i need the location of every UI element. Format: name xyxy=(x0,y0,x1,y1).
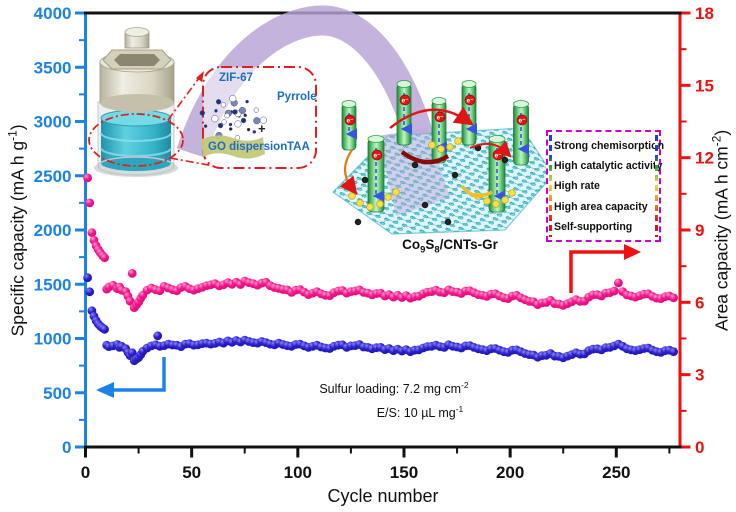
left-tick-label: 500 xyxy=(43,384,71,403)
svg-text:e⁻: e⁻ xyxy=(436,115,444,122)
taa-label: TAA xyxy=(287,141,310,153)
left-tick-label: 3000 xyxy=(34,113,72,132)
svg-text:e⁻: e⁻ xyxy=(401,98,409,105)
data-point-pink xyxy=(85,198,95,208)
left-tick-label: 2500 xyxy=(34,167,72,186)
property-item: Strong chemisorption xyxy=(554,140,665,152)
data-point-pink xyxy=(127,269,137,278)
left-tick-label: 2000 xyxy=(34,221,72,240)
data-point-pink xyxy=(100,253,109,263)
pyrrole-label: Pyrrole xyxy=(277,91,317,103)
precursor-box xyxy=(199,66,317,169)
structure-formula-label: Co9S8/CNTs-Gr xyxy=(402,237,498,256)
electrolyte-vial-illustration xyxy=(88,27,215,177)
svg-text:e⁻: e⁻ xyxy=(346,118,354,125)
right-tick-label: 9 xyxy=(695,221,704,240)
data-point-blue xyxy=(85,287,95,297)
data-point-pink xyxy=(87,228,97,238)
right-axis-title: Area capacity (mA h cm-2) xyxy=(709,129,732,332)
go-ribbon-graphic xyxy=(201,135,265,159)
svg-text:e⁻: e⁻ xyxy=(373,153,381,160)
left-axis-arrow xyxy=(96,357,166,398)
x-tick-label: 150 xyxy=(390,463,418,482)
left-tick-label: 1000 xyxy=(34,330,72,349)
data-point-blue xyxy=(127,348,137,358)
plus-sign: + xyxy=(258,121,266,136)
properties-box: Strong chemisorption High catalytic activ… xyxy=(546,130,665,242)
rainbow-edge-right xyxy=(655,135,658,237)
sulfur-loading-annotation: Sulfur loading: 7.2 mg cm-2 xyxy=(319,380,469,397)
left-tick-label: 0 xyxy=(62,438,71,457)
zif-67-label: ZIF-67 xyxy=(219,72,253,84)
magnifier-ellipse xyxy=(88,113,184,167)
rainbow-edge-left xyxy=(549,135,552,237)
data-point-pink xyxy=(614,278,623,288)
x-tick-label: 0 xyxy=(81,463,90,482)
x-tick-label: 50 xyxy=(182,463,201,482)
data-point-pink xyxy=(669,293,678,303)
right-axis-arrow xyxy=(569,244,641,293)
property-item: Self-supporting xyxy=(554,220,633,233)
right-tick-label: 3 xyxy=(695,366,704,385)
left-axis-title: Specific capacity (mA h g-1) xyxy=(5,124,28,337)
x-axis-title: Cycle number xyxy=(327,486,439,506)
data-point-pink xyxy=(83,173,92,183)
right-tick-label: 0 xyxy=(695,438,704,457)
electrolyte-sulfur-ratio-annotation: E/S: 10 µL mg-1 xyxy=(376,404,464,421)
left-tick-label: 1500 xyxy=(34,275,72,294)
data-point-pink xyxy=(125,296,135,306)
property-item: High rate xyxy=(554,180,600,193)
data-point-blue xyxy=(83,273,92,283)
left-tick-label: 3500 xyxy=(34,58,72,77)
x-tick-label: 250 xyxy=(602,463,630,482)
co9s8-cnts-gr-illustration: e⁻ e⁻ e⁻ e⁻ e⁻ e⁻ e⁻ xyxy=(332,80,554,235)
data-points xyxy=(83,173,678,366)
left-tick-label: 4000 xyxy=(34,4,72,23)
axes: 0 50 100 150 200 2500500100015002000250030003… xyxy=(34,4,714,482)
right-tick-label: 12 xyxy=(695,149,714,168)
go-dispersion-label: GO dispersion xyxy=(208,141,288,153)
svg-text:e⁻: e⁻ xyxy=(494,153,502,160)
svg-text:e⁻: e⁻ xyxy=(518,118,526,125)
data-point-blue xyxy=(669,347,678,357)
data-point-pink xyxy=(609,286,619,296)
property-item: High catalytic activity xyxy=(554,160,663,173)
right-tick-label: 15 xyxy=(695,76,714,95)
right-tick-label: 18 xyxy=(695,4,714,23)
data-point-blue xyxy=(153,331,163,341)
property-item: High area capacity xyxy=(554,200,648,213)
x-tick-label: 200 xyxy=(496,463,524,482)
svg-text:e⁻: e⁻ xyxy=(466,98,474,105)
right-tick-label: 6 xyxy=(695,293,704,312)
x-tick-label: 100 xyxy=(284,463,312,482)
zif-67-cluster-graphic xyxy=(199,94,267,141)
data-point-blue xyxy=(100,324,109,334)
